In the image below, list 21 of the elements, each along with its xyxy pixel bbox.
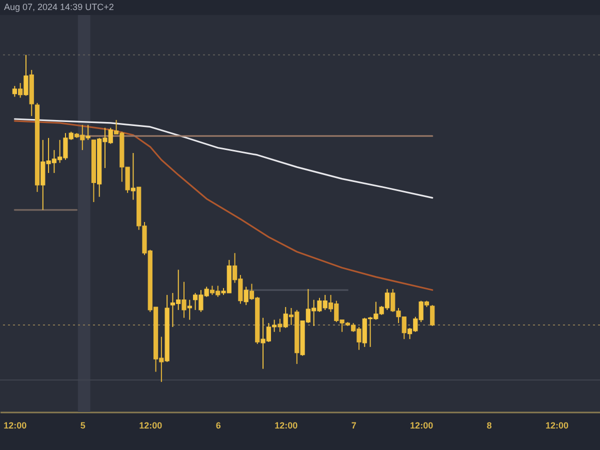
x-tick-label: 12:00 [274,420,298,430]
x-tick-label: 6 [216,420,221,430]
x-tick-label: 7 [351,420,356,430]
candlestick [187,299,192,320]
candlestick [12,85,17,98]
x-tick-label: 12:00 [139,420,162,430]
x-tick-label: 12:00 [4,420,27,430]
x-tick-label: 12:00 [546,420,569,430]
x-tick-label: 5 [80,420,86,430]
candlestick [182,281,186,318]
candlestick [86,124,90,140]
candlestick [24,54,28,96]
candlestick [278,318,282,332]
candlestick [283,306,288,328]
candlestick [130,152,136,200]
candlestick [430,304,435,326]
x-tick-label: 8 [486,420,492,430]
candlestick [18,82,23,98]
candlestick [244,286,248,306]
text: Aug 07, 2024 14:39 UTC+2 [4,2,114,12]
x-tick-label: 12:00 [410,420,434,430]
